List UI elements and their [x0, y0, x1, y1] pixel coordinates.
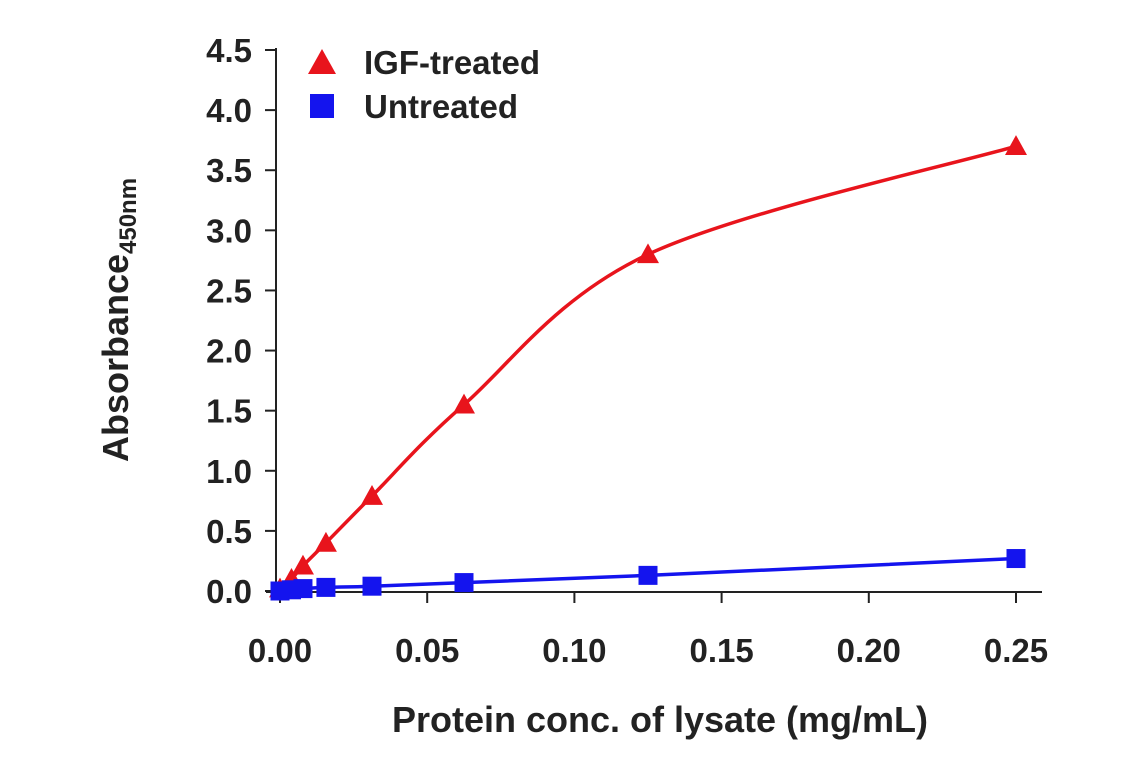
data-point-triangle: [314, 531, 337, 552]
data-point-triangle: [291, 554, 314, 575]
data-point-triangle: [1005, 135, 1027, 155]
data-point-triangle: [361, 485, 383, 505]
x-tick-label: 0.15: [689, 632, 753, 669]
data-point-square: [362, 576, 382, 596]
data-point-triangle: [453, 393, 475, 414]
x-tick-label: 0.20: [837, 632, 901, 669]
y-tick-label: 0.5: [206, 513, 252, 550]
series-curves: [278, 144, 1018, 593]
data-point-triangle: [637, 243, 659, 264]
legend: IGF-treated Untreated: [308, 44, 540, 125]
y-tick-label: 0.0: [206, 573, 252, 610]
y-tick-label: 3.5: [206, 152, 252, 189]
legend-label: IGF-treated: [364, 44, 540, 81]
y-axis-title-subscript: 450nm: [115, 178, 142, 254]
y-tick-label: 4.0: [206, 92, 252, 129]
series-markers: [269, 135, 1027, 601]
data-point-square: [1006, 549, 1026, 569]
legend-label: Untreated: [364, 88, 518, 125]
x-tick-label: 0.05: [395, 632, 459, 669]
y-axis-title: Absorbance450nm: [95, 178, 142, 462]
x-tick-label: 0.00: [248, 632, 312, 669]
y-tick-label: 3.0: [206, 212, 252, 249]
legend-marker-square: [310, 94, 334, 118]
y-tick-label: 4.5: [206, 32, 252, 69]
y-tick-label: 1.5: [206, 393, 252, 430]
x-ticks: 0.00 0.05 0.10 0.15 0.20 0.25: [248, 592, 1048, 669]
legend-marker-triangle: [308, 49, 336, 74]
y-tick-label: 2.0: [206, 333, 252, 370]
x-tick-label: 0.25: [984, 632, 1048, 669]
x-axis-title: Protein conc. of lysate (mg/mL): [392, 699, 928, 740]
data-point-square: [454, 573, 474, 593]
data-point-square: [316, 577, 336, 597]
y-ticks: 0.0 0.5 1.0 1.5 2.0 2.5 3.0 3.5 4.0 4.5: [206, 32, 276, 610]
y-axis-title-main: Absorbance: [95, 254, 136, 462]
series-line-igf-treated: [278, 144, 1018, 591]
data-point-square: [293, 579, 313, 599]
data-point-square: [638, 565, 658, 585]
y-tick-label: 1.0: [206, 453, 252, 490]
x-tick-label: 0.10: [542, 632, 606, 669]
y-tick-label: 2.5: [206, 272, 252, 309]
